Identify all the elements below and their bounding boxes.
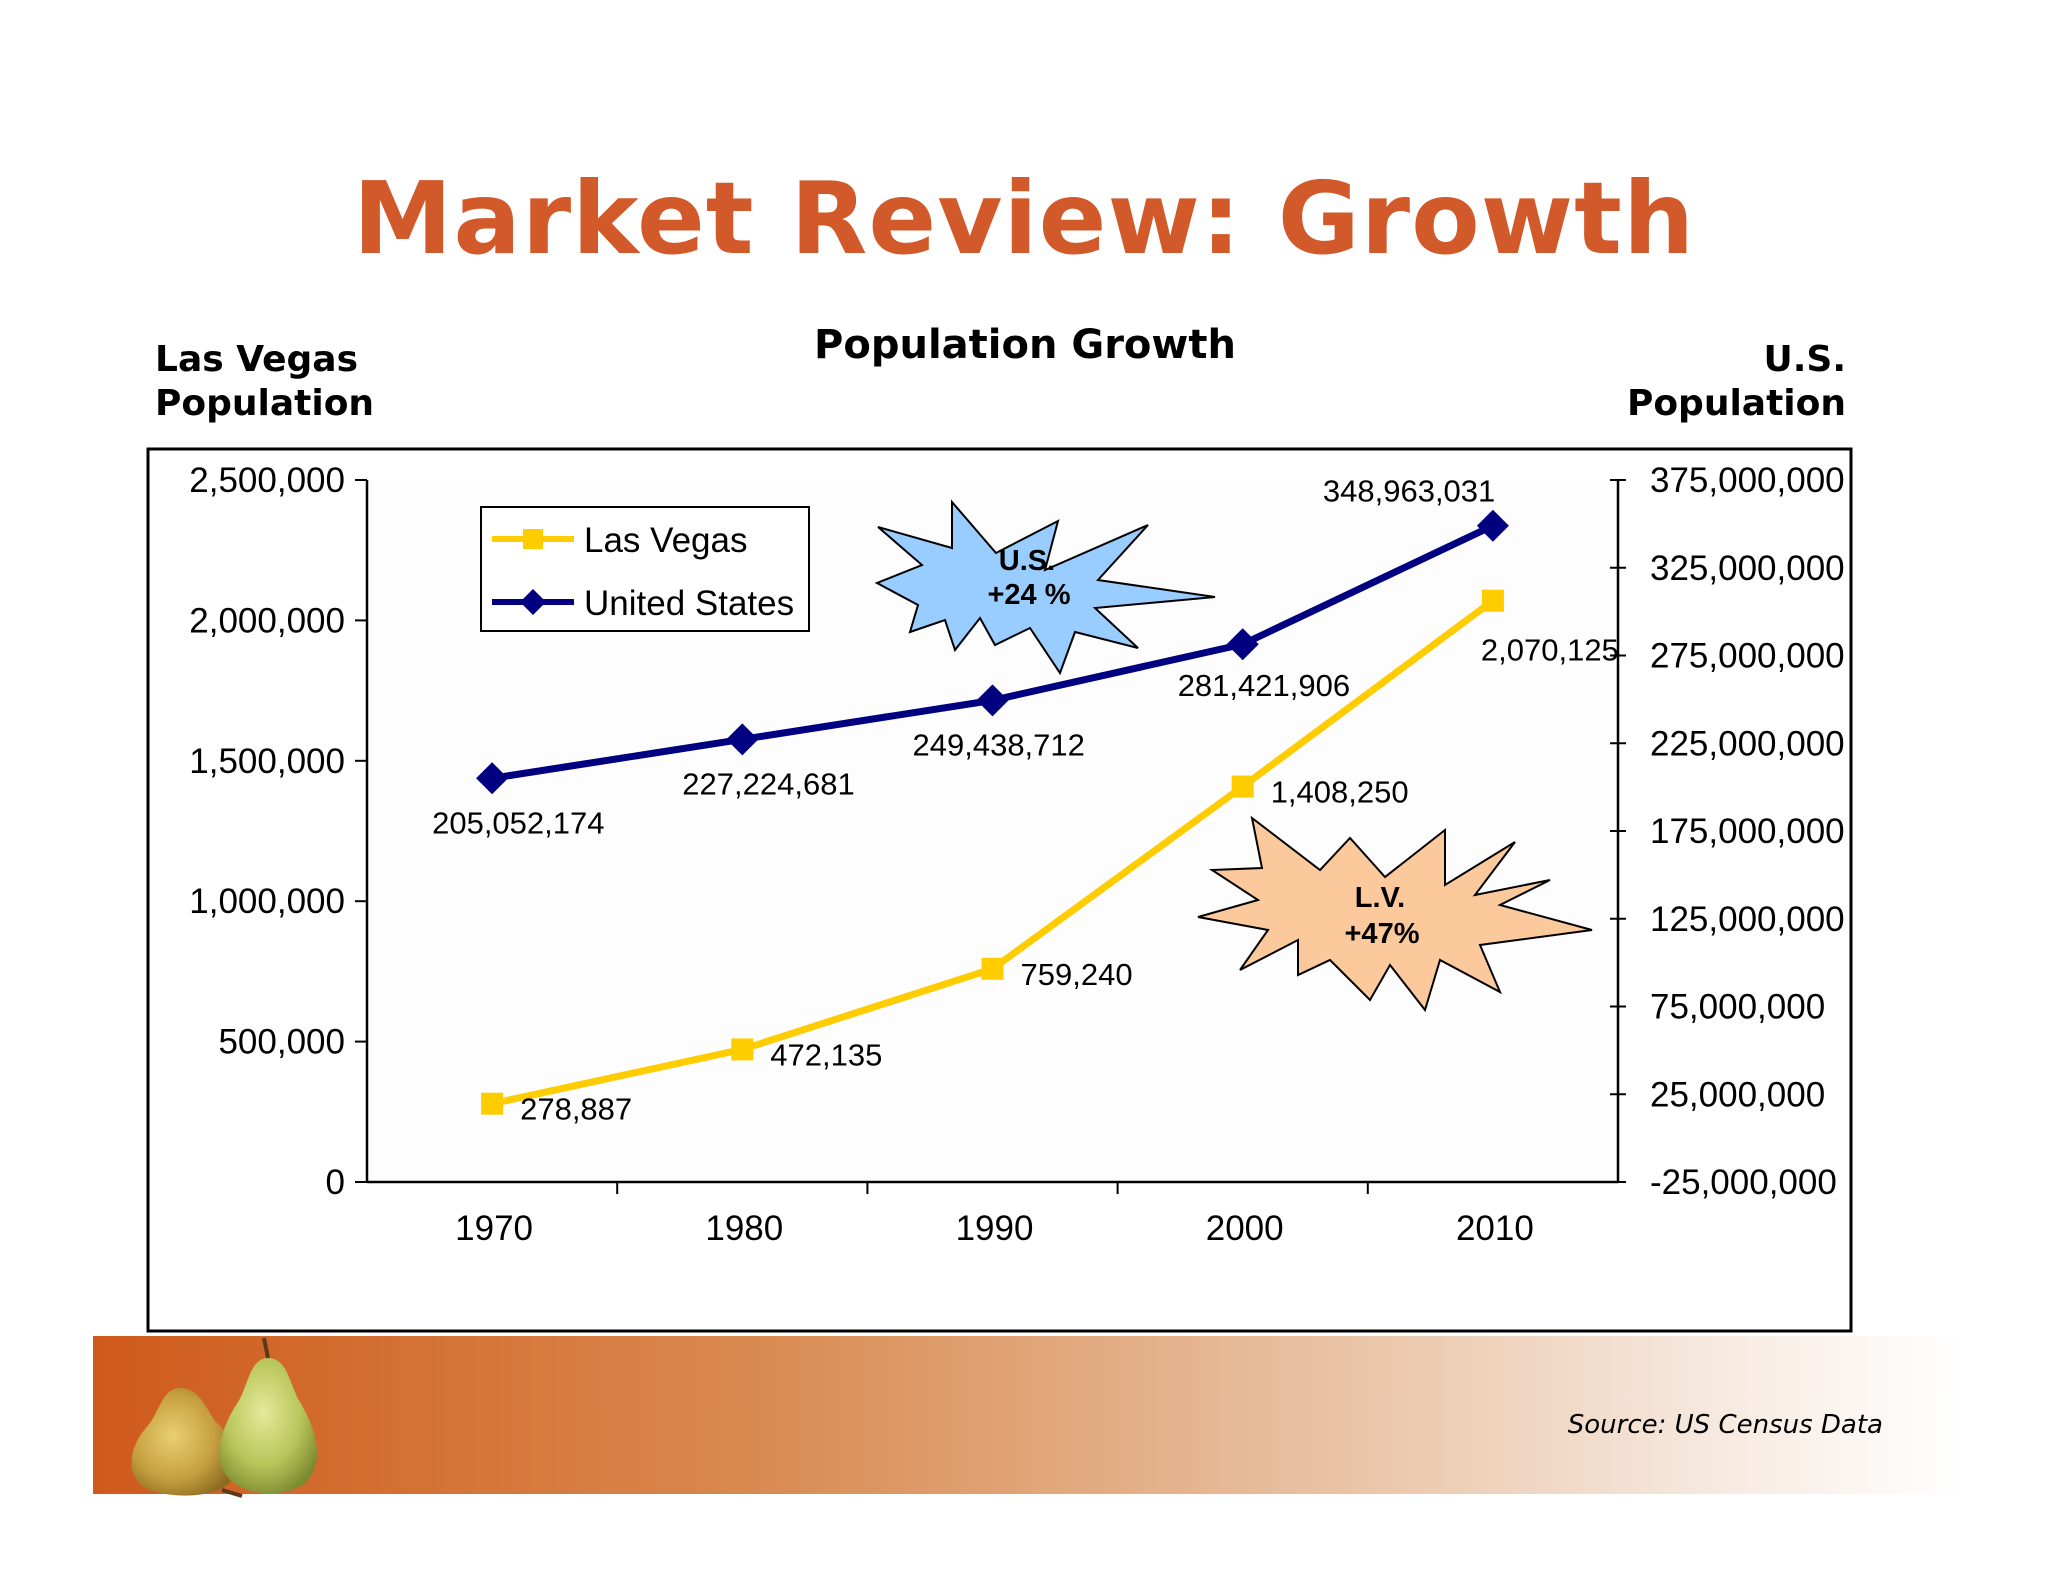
right-axis-tick-label: 325,000,000 bbox=[1650, 549, 1845, 588]
lv-growth-callout: L.V. +47% bbox=[1197, 815, 1593, 1013]
lv-starburst-shape bbox=[1197, 815, 1593, 1013]
us-callout-line1: U.S. bbox=[999, 545, 1055, 577]
las-vegas-data-point bbox=[1231, 775, 1254, 798]
pear-stem-2 bbox=[221, 1488, 243, 1498]
left-axis-tick-label: 1,000,000 bbox=[189, 882, 345, 921]
united-states-data-label: 348,963,031 bbox=[1323, 474, 1495, 509]
right-axis-tick-label: -25,000,000 bbox=[1650, 1163, 1837, 1202]
us-callout-line2: +24 % bbox=[987, 579, 1070, 611]
right-axis-tick-label: 25,000,000 bbox=[1650, 1075, 1825, 1114]
las-vegas-data-point bbox=[1481, 589, 1504, 612]
legend-marker-united-states bbox=[520, 589, 546, 615]
pears-image bbox=[131, 1337, 318, 1498]
right-axis-tick-label: 75,000,000 bbox=[1650, 988, 1825, 1027]
source-note: Source: US Census Data bbox=[1567, 1410, 1883, 1440]
right-axis-tick-label: 225,000,000 bbox=[1650, 724, 1845, 763]
united-states-data-label: 281,421,906 bbox=[1178, 668, 1350, 703]
slide-title: Market Review: Growth bbox=[352, 160, 1696, 277]
x-axis-category-label: 1990 bbox=[956, 1209, 1034, 1248]
left-axis-tick-label: 1,500,000 bbox=[189, 742, 345, 781]
united-states-data-point bbox=[476, 762, 509, 795]
x-axis-category-label: 2010 bbox=[1456, 1209, 1534, 1248]
legend-label-las-vegas: Las Vegas bbox=[584, 521, 747, 560]
right-axis-tick-label: 375,000,000 bbox=[1650, 461, 1845, 500]
us-growth-callout: U.S. +24 % bbox=[874, 499, 1216, 676]
legend-marker-las-vegas bbox=[523, 529, 543, 549]
left-axis-tick-label: 2,000,000 bbox=[189, 601, 345, 640]
right-axis-tick-label: 275,000,000 bbox=[1650, 637, 1845, 676]
x-axis-category-label: 1970 bbox=[455, 1209, 533, 1248]
lv-callout-line1: L.V. bbox=[1355, 882, 1406, 914]
united-states-data-label: 249,438,712 bbox=[913, 727, 1085, 762]
las-vegas-data-point bbox=[731, 1038, 754, 1061]
right-axis-title-line2: Population bbox=[1626, 383, 1846, 424]
united-states-data-point bbox=[1226, 628, 1259, 661]
right-axis-tick-label: 125,000,000 bbox=[1650, 900, 1845, 939]
las-vegas-data-label: 278,887 bbox=[520, 1092, 632, 1127]
lv-callout-line2: +47% bbox=[1345, 918, 1420, 950]
las-vegas-data-label: 1,408,250 bbox=[1271, 775, 1409, 810]
right-axis-tick-label: 175,000,000 bbox=[1650, 812, 1845, 851]
left-axis-tick-label: 0 bbox=[326, 1163, 345, 1202]
las-vegas-data-label: 2,070,125 bbox=[1481, 633, 1619, 668]
las-vegas-data-point bbox=[481, 1092, 504, 1115]
united-states-data-label: 227,224,681 bbox=[682, 766, 854, 801]
las-vegas-data-label: 472,135 bbox=[770, 1037, 882, 1072]
footer-band bbox=[93, 1336, 1960, 1494]
right-axis-title-line1: U.S. bbox=[1763, 339, 1846, 380]
united-states-data-label: 205,052,174 bbox=[432, 805, 604, 840]
left-axis-title: Las Vegas Population bbox=[155, 338, 374, 426]
las-vegas-data-point bbox=[981, 957, 1004, 980]
left-axis-tick-label: 500,000 bbox=[218, 1023, 345, 1062]
right-axis-title: U.S. Population bbox=[1627, 338, 1846, 426]
us-starburst-shape bbox=[874, 499, 1216, 676]
pear-stem bbox=[262, 1337, 270, 1359]
legend: Las Vegas United States bbox=[480, 506, 810, 632]
united-states-data-point bbox=[726, 723, 759, 756]
pear-left-shape bbox=[131, 1388, 237, 1496]
left-axis-tick-label: 2,500,000 bbox=[189, 461, 345, 500]
left-axis-title-line1: Las Vegas bbox=[155, 339, 358, 380]
legend-label-united-states: United States bbox=[584, 584, 794, 623]
chart-title: Population Growth bbox=[814, 322, 1236, 368]
united-states-data-point bbox=[1476, 509, 1509, 542]
left-axis-title-line2: Population bbox=[155, 383, 375, 424]
united-states-data-point bbox=[976, 684, 1009, 717]
pear-right-shape bbox=[219, 1358, 318, 1494]
chart-frame bbox=[146, 447, 1853, 1333]
las-vegas-data-label: 759,240 bbox=[1021, 957, 1133, 992]
x-axis-category-label: 2000 bbox=[1206, 1209, 1284, 1248]
x-axis-category-label: 1980 bbox=[705, 1209, 783, 1248]
